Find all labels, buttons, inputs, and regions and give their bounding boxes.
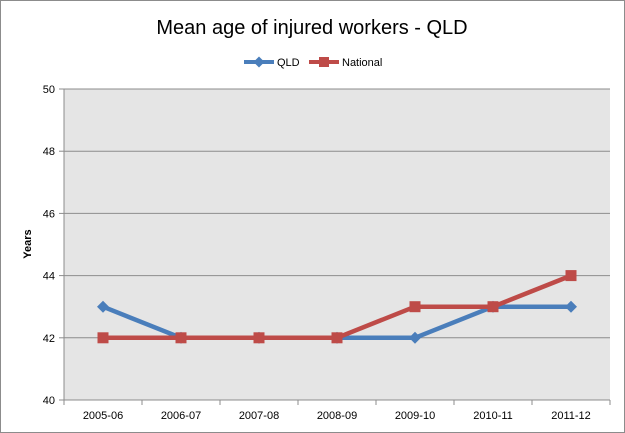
x-tick-label: 2010-11 bbox=[473, 410, 513, 422]
data-point-national bbox=[487, 301, 499, 313]
y-tick-label: 50 bbox=[43, 84, 55, 96]
x-axis-ticks: 2005-06 2006-07 2007-08 2008-09 2009-10 2010-… bbox=[63, 400, 611, 422]
legend: QLD National bbox=[244, 56, 382, 69]
plot-area bbox=[64, 89, 610, 400]
data-point-qld bbox=[409, 331, 421, 344]
legend-marker-national bbox=[319, 57, 329, 67]
data-point-qld bbox=[565, 300, 577, 313]
data-point-national bbox=[331, 332, 343, 344]
x-tick-label: 2005-06 bbox=[83, 410, 123, 422]
y-axis-label: Years bbox=[22, 229, 34, 258]
x-tick-label: 2008-09 bbox=[317, 410, 357, 422]
y-axis-ticks: 40 42 44 46 48 50 bbox=[43, 84, 64, 407]
x-tick-label: 2006-07 bbox=[161, 410, 201, 422]
y-tick-label: 48 bbox=[43, 146, 55, 158]
x-tick-label: 2009-10 bbox=[395, 410, 435, 422]
series-national bbox=[97, 270, 577, 344]
legend-marker-qld bbox=[253, 56, 265, 68]
series-layer bbox=[97, 270, 577, 344]
legend-label-national: National bbox=[342, 57, 382, 69]
x-tick-label: 2007-08 bbox=[239, 410, 279, 422]
legend-item-national: National bbox=[309, 57, 382, 69]
legend-item-qld: QLD bbox=[244, 56, 300, 69]
legend-label-qld: QLD bbox=[277, 57, 300, 69]
data-point-national bbox=[253, 332, 265, 344]
x-tick-label: 2011-12 bbox=[551, 410, 591, 422]
data-point-national bbox=[409, 301, 421, 313]
axes bbox=[63, 89, 610, 401]
data-point-national bbox=[175, 332, 187, 344]
y-tick-label: 44 bbox=[43, 271, 55, 283]
data-point-national bbox=[565, 270, 577, 282]
data-point-qld bbox=[97, 300, 109, 313]
chart-title: Mean age of injured workers - QLD bbox=[156, 17, 467, 39]
y-tick-label: 46 bbox=[43, 208, 55, 220]
y-tick-label: 40 bbox=[43, 395, 55, 407]
y-tick-label: 42 bbox=[43, 333, 55, 345]
data-point-national bbox=[97, 332, 109, 344]
